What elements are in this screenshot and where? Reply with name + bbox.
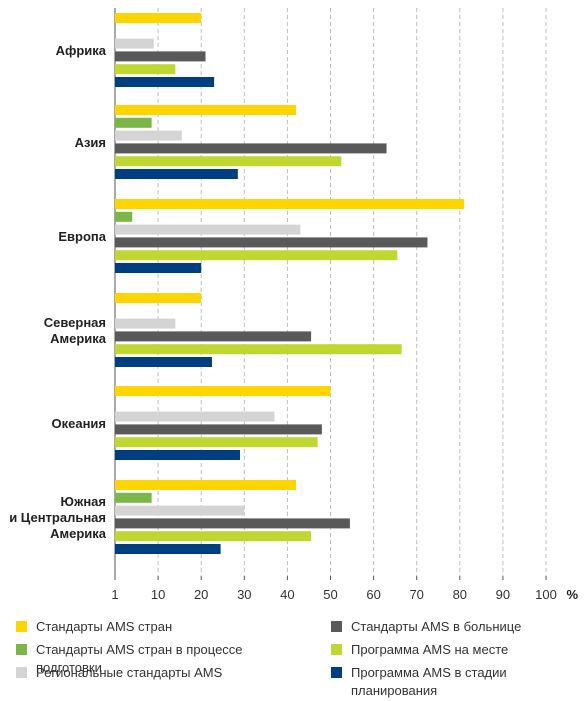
- bar: [115, 357, 212, 367]
- category-label: Америка: [50, 526, 107, 541]
- bar: [115, 424, 322, 435]
- x-axis-unit: %: [566, 587, 578, 602]
- x-tick-label: 50: [323, 587, 337, 602]
- bar: [115, 386, 331, 396]
- x-tick-label: 1: [111, 587, 118, 602]
- legend-swatch: [331, 644, 342, 655]
- legend-label: Программа AMS на месте: [351, 642, 509, 657]
- bar: [115, 293, 202, 303]
- legend-label: Программа AMS в стадии планирования: [351, 665, 507, 698]
- bar: [115, 505, 245, 516]
- bar: [115, 117, 152, 128]
- legend-item: Стандарты AMS стран в процессе подготовки: [16, 641, 243, 677]
- legend-swatch: [331, 621, 342, 632]
- bar: [115, 156, 342, 167]
- chart-legend: Стандарты AMS стран Стандарты AMS в больн…: [0, 618, 586, 698]
- x-tick-label: 90: [496, 587, 510, 602]
- bar: [115, 318, 176, 329]
- bar: [115, 437, 318, 448]
- bar: [115, 411, 275, 422]
- legend-label: Региональные стандарты AMS: [36, 665, 223, 680]
- x-tick-label: 30: [237, 587, 251, 602]
- category-label: Океания: [51, 416, 106, 431]
- bar: [115, 13, 202, 23]
- legend-swatch: [16, 621, 27, 632]
- bar: [115, 143, 387, 154]
- bar: [115, 492, 152, 503]
- bar: [115, 51, 206, 62]
- bar: [115, 450, 240, 460]
- bar: [115, 344, 402, 355]
- legend-item: Региональные стандарты AMS: [16, 664, 222, 682]
- legend-swatch: [16, 667, 27, 678]
- bar: [115, 224, 301, 235]
- x-tick-label: 40: [280, 587, 294, 602]
- legend-swatch: [16, 644, 27, 655]
- bar: [115, 64, 176, 75]
- category-label: Азия: [75, 135, 106, 150]
- bar: [115, 250, 398, 261]
- bar: [115, 480, 297, 490]
- bar: [115, 199, 465, 209]
- bar: [115, 531, 312, 542]
- category-label: и Центральная: [9, 510, 106, 525]
- legend-swatch: [331, 667, 342, 678]
- category-label: Африка: [56, 43, 107, 58]
- category-label: Европа: [58, 229, 106, 244]
- bar: [115, 211, 133, 222]
- bar: [115, 77, 215, 87]
- bar: [115, 105, 297, 115]
- category-label: Северная: [44, 315, 106, 330]
- bar: [115, 169, 238, 179]
- bar: [115, 544, 221, 554]
- bar: [115, 38, 154, 49]
- x-tick-label: 80: [453, 587, 467, 602]
- legend-label: Стандарты AMS стран: [36, 619, 173, 634]
- legend-item: Стандарты AMS в больнице: [331, 618, 521, 636]
- legend-item: Программа AMS в стадии планирования: [331, 664, 507, 700]
- bar: [115, 130, 182, 141]
- legend-item: Стандарты AMS стран: [16, 618, 172, 636]
- bar: [115, 263, 202, 273]
- bar: [115, 331, 312, 342]
- x-tick-label: 70: [409, 587, 423, 602]
- legend-label: Стандарты AMS в больнице: [351, 619, 522, 634]
- x-tick-label: 60: [366, 587, 380, 602]
- x-tick-label: 100: [535, 587, 557, 602]
- x-tick-label: 10: [151, 587, 165, 602]
- x-tick-label: 20: [194, 587, 208, 602]
- category-label: Америка: [50, 331, 107, 346]
- bar: [115, 237, 428, 248]
- bar-chart: 1 10 20 30 40 50 60 70 80 90 100 % Африка Азия Европа С…: [9, 8, 578, 602]
- legend-item: Программа AMS на месте: [331, 641, 508, 659]
- legend-label: Стандарты AMS стран в процессе подготовки: [36, 642, 243, 675]
- bar: [115, 518, 350, 529]
- category-label: Южная: [61, 494, 106, 509]
